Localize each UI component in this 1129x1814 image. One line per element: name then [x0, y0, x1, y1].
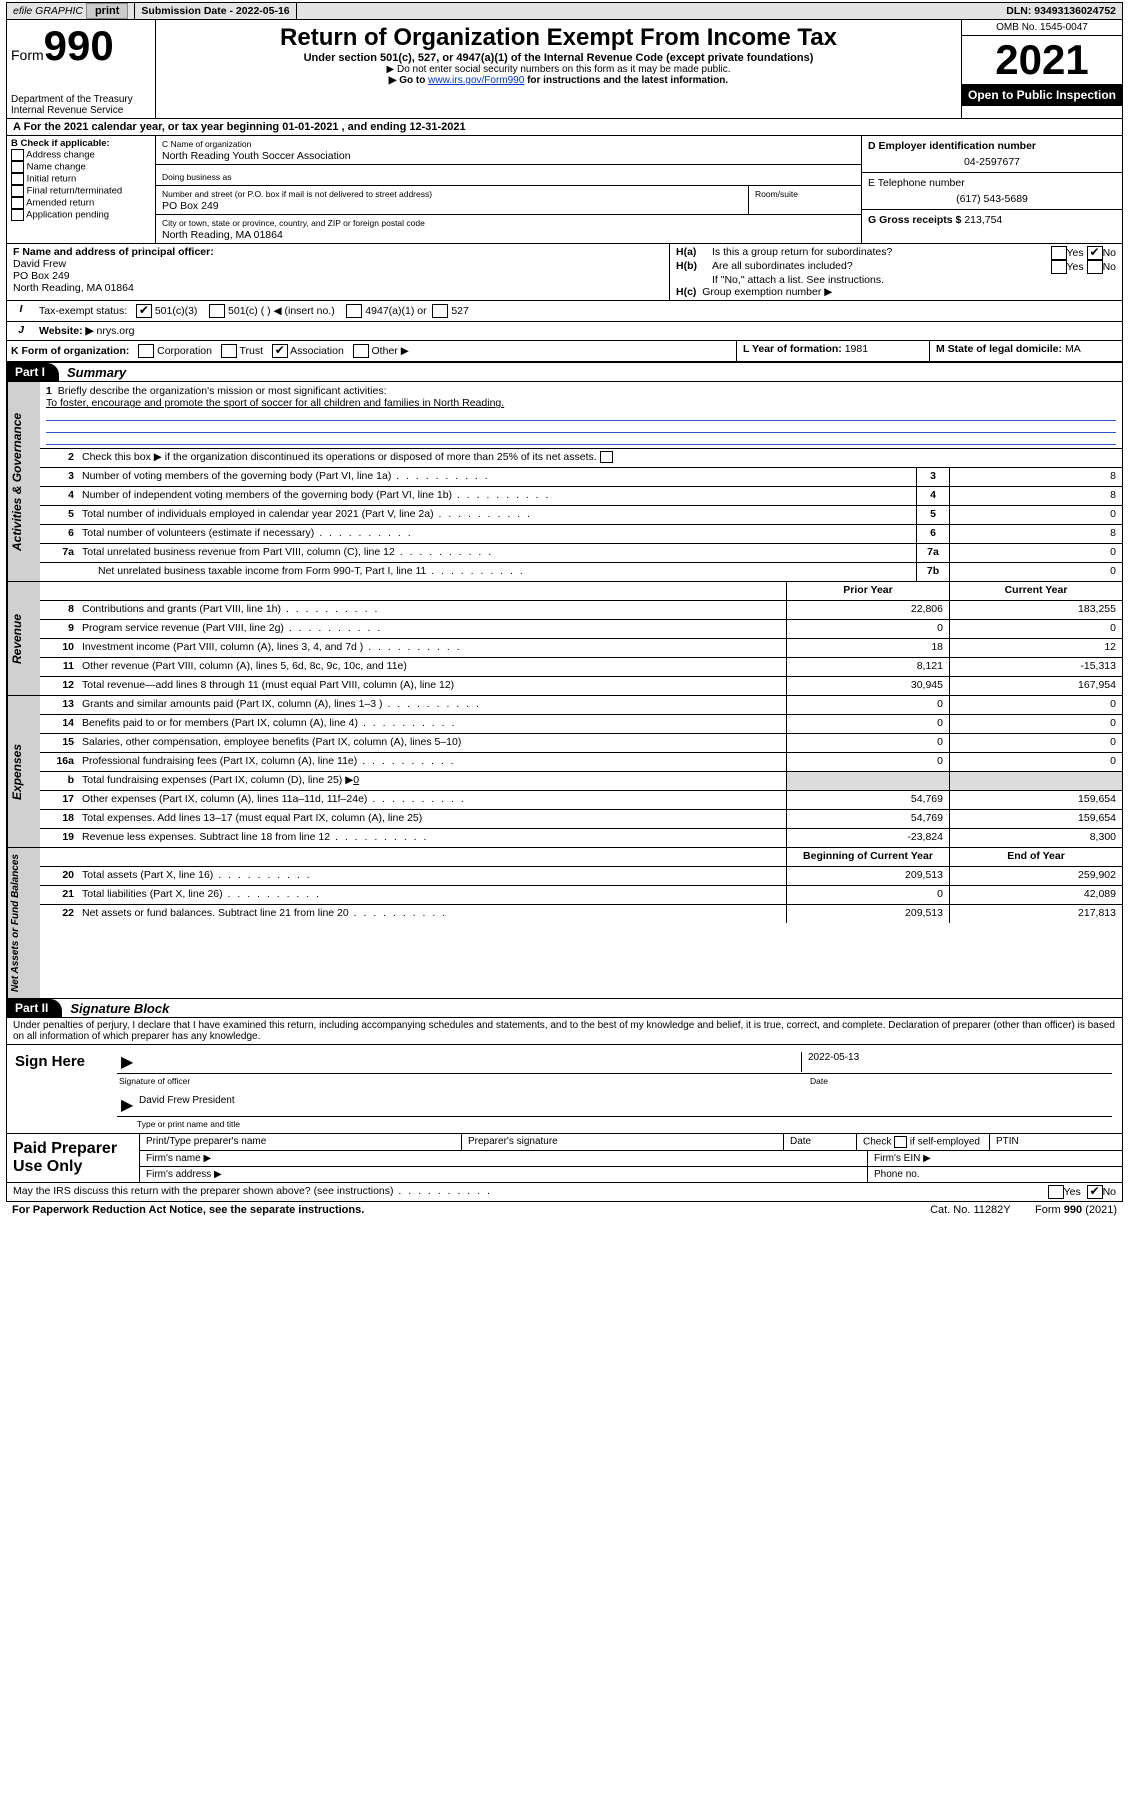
checkbox[interactable]: [894, 1136, 907, 1148]
sign-here-label: Sign Here: [7, 1045, 107, 1133]
officer-signature: David Frew President: [139, 1095, 1108, 1115]
vtab-net-assets: Net Assets or Fund Balances: [7, 848, 40, 998]
checkbox[interactable]: [11, 161, 24, 173]
checkbox[interactable]: [600, 451, 613, 463]
net-assets-section: Net Assets or Fund Balances Beginning of…: [6, 848, 1123, 999]
dln-label: DLN: 93493136024752: [1006, 5, 1116, 17]
checkbox[interactable]: [209, 304, 225, 318]
entity-block: B Check if applicable: Address change Na…: [6, 136, 1123, 244]
paid-preparer-section: Paid Preparer Use Only Print/Type prepar…: [6, 1134, 1123, 1183]
checkbox[interactable]: [353, 344, 369, 358]
footer: For Paperwork Reduction Act Notice, see …: [6, 1202, 1123, 1218]
part-2-title: Signature Block: [62, 1001, 169, 1016]
checkbox[interactable]: ✔: [136, 304, 152, 318]
state-domicile: MA: [1065, 343, 1081, 355]
phone: (617) 543-5689: [868, 189, 1116, 205]
checkbox[interactable]: [432, 304, 448, 318]
discuss-row: May the IRS discuss this return with the…: [6, 1183, 1123, 1202]
cat-no: Cat. No. 11282Y: [930, 1204, 1011, 1216]
website: nrys.org: [96, 325, 134, 337]
checkbox[interactable]: [1087, 260, 1103, 274]
row-i: I Tax-exempt status: ✔ 501(c)(3) 501(c) …: [6, 301, 1123, 322]
org-address: PO Box 249: [162, 200, 219, 212]
checkbox[interactable]: ✔: [1087, 246, 1103, 260]
form-title: Return of Organization Exempt From Incom…: [160, 24, 957, 52]
irs-label: Internal Revenue Service: [11, 105, 151, 116]
form-number: 990: [44, 22, 114, 69]
checkbox[interactable]: [1051, 260, 1067, 274]
section-f: F Name and address of principal officer:…: [7, 244, 669, 300]
mission-text: To foster, encourage and promote the spo…: [46, 397, 1116, 409]
checkbox[interactable]: [11, 173, 24, 185]
checkbox[interactable]: ✔: [272, 344, 288, 358]
checkbox[interactable]: [11, 197, 24, 209]
form-subtitle: Under section 501(c), 527, or 4947(a)(1)…: [160, 52, 957, 64]
form-header: Form990 Department of the Treasury Inter…: [6, 20, 1123, 119]
org-name: North Reading Youth Soccer Association: [162, 150, 351, 162]
fh-block: F Name and address of principal officer:…: [6, 244, 1123, 301]
pra-notice: For Paperwork Reduction Act Notice, see …: [12, 1204, 364, 1216]
officer-name: David Frew: [13, 258, 66, 270]
part-1-header: Part I: [7, 363, 59, 381]
top-bar: efile GRAPHIC print Submission Date - 20…: [6, 2, 1123, 20]
section-b: B Check if applicable: Address change Na…: [7, 136, 156, 243]
paid-preparer-label: Paid Preparer Use Only: [7, 1134, 139, 1182]
vtab-governance: Activities & Governance: [7, 382, 40, 581]
open-to-public: Open to Public Inspection: [962, 84, 1122, 106]
checkbox[interactable]: [11, 185, 24, 197]
checkbox[interactable]: [1048, 1185, 1064, 1199]
checkbox[interactable]: [346, 304, 362, 318]
checkbox[interactable]: [1051, 246, 1067, 260]
submission-date: Submission Date - 2022-05-16: [141, 5, 289, 17]
activities-governance: Activities & Governance 1 Briefly descri…: [6, 382, 1123, 582]
part-2-header: Part II: [7, 999, 62, 1017]
efile-label: efile GRAPHIC: [13, 5, 83, 17]
tax-year-row: A For the 2021 calendar year, or tax yea…: [6, 119, 1123, 136]
irs-link[interactable]: www.irs.gov/Form990: [428, 75, 524, 86]
dept-label: Department of the Treasury: [11, 94, 151, 105]
sig-date: 2022-05-13: [801, 1052, 1108, 1072]
checkbox[interactable]: [11, 209, 24, 221]
fundraising-total: 0: [353, 774, 359, 786]
tax-year: 2021: [962, 36, 1122, 84]
org-city: North Reading, MA 01864: [162, 229, 283, 241]
vtab-expenses: Expenses: [7, 696, 40, 847]
section-h: H(a)Is this a group return for subordina…: [669, 244, 1122, 300]
row-j: J Website: ▶ nrys.org: [6, 322, 1123, 341]
vtab-revenue: Revenue: [7, 582, 40, 695]
checkbox[interactable]: [221, 344, 237, 358]
print-button[interactable]: print: [86, 3, 128, 19]
checkbox[interactable]: ✔: [1087, 1185, 1103, 1199]
sig-intro: Under penalties of perjury, I declare th…: [7, 1018, 1122, 1045]
checkbox[interactable]: [138, 344, 154, 358]
part-1-title: Summary: [59, 365, 126, 380]
gross-receipts: 213,754: [964, 214, 1002, 226]
revenue-section: Revenue Prior YearCurrent Year 8Contribu…: [6, 582, 1123, 696]
form-note-1: ▶ Do not enter social security numbers o…: [160, 64, 957, 75]
expenses-section: Expenses 13Grants and similar amounts pa…: [6, 696, 1123, 848]
ein: 04-2597677: [868, 152, 1116, 168]
section-c: C Name of organizationNorth Reading Yout…: [156, 136, 861, 243]
checkbox[interactable]: [11, 149, 24, 161]
form-label: Form: [11, 47, 44, 63]
year-formation: 1981: [845, 343, 868, 355]
row-klm: K Form of organization: Corporation Trus…: [6, 341, 1123, 362]
section-deg: D Employer identification number04-25976…: [861, 136, 1122, 243]
form-note-2: ▶ Go to www.irs.gov/Form990 for instruct…: [160, 75, 957, 86]
signature-section: Under penalties of perjury, I declare th…: [6, 1018, 1123, 1134]
omb-number: OMB No. 1545-0047: [962, 20, 1122, 36]
